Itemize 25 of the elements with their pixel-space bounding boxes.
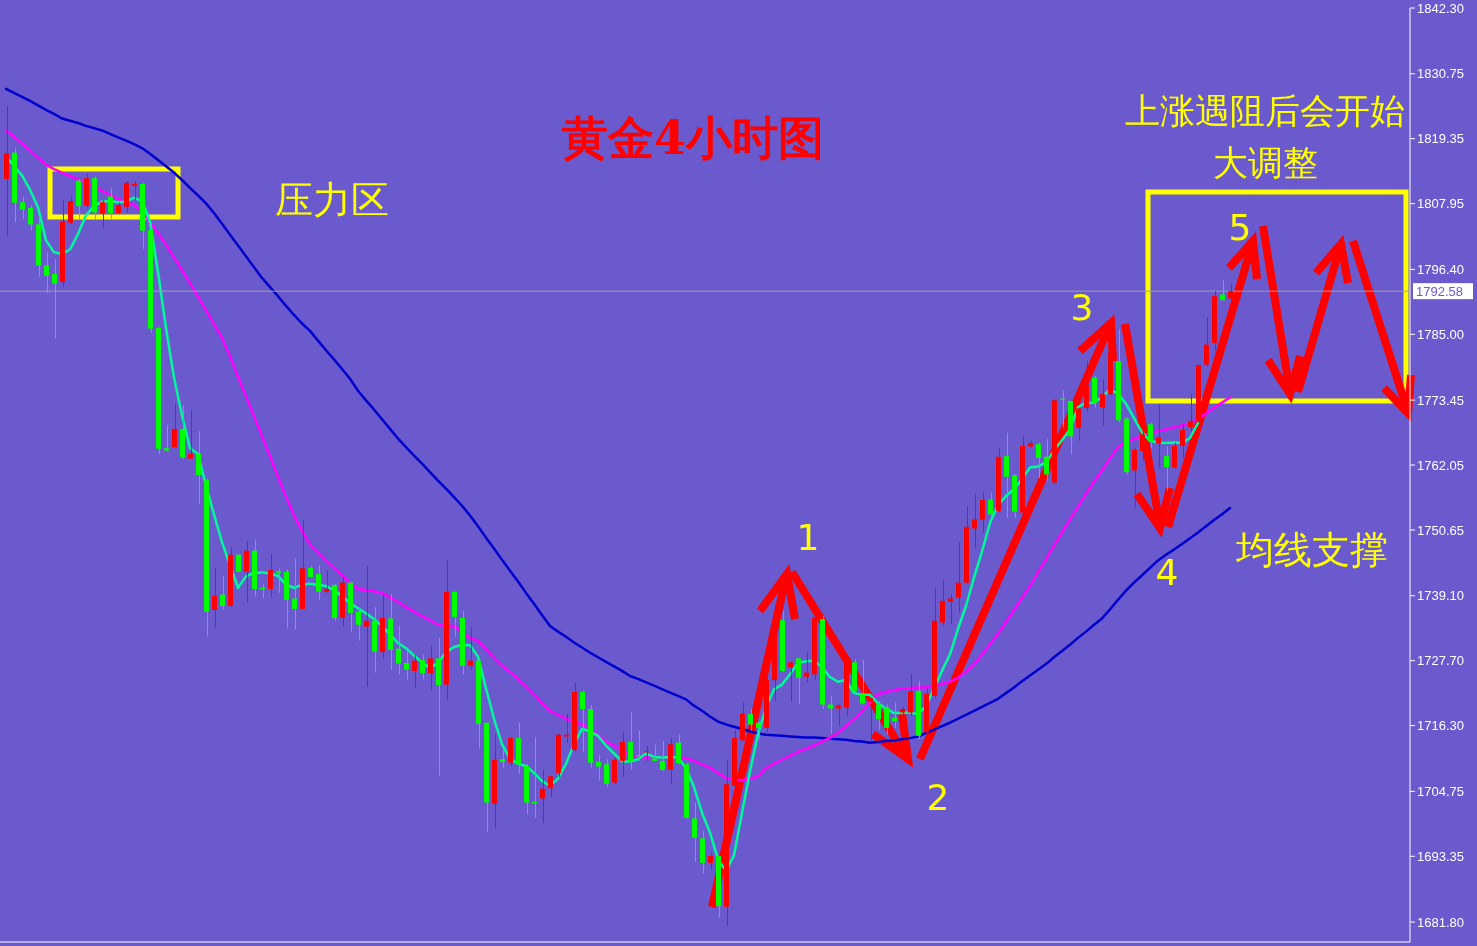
y-tick-label: 1681.80 <box>1417 914 1464 930</box>
annotation: 上涨遇阻后会开始大调整 <box>1124 90 1406 185</box>
annotation: 3 <box>1070 287 1094 329</box>
y-tick-label: 1727.70 <box>1417 653 1464 669</box>
y-tick-label: 1830.75 <box>1417 66 1464 82</box>
ref-line-label: 1792.58 <box>1416 283 1463 299</box>
y-tick-label: 1796.40 <box>1417 262 1464 278</box>
y-tick-label: 1842.30 <box>1417 0 1464 16</box>
y-tick-label: 1750.65 <box>1417 522 1464 538</box>
annotation: 4 <box>1155 552 1179 594</box>
annotation: 1 <box>796 517 820 559</box>
y-tick-label: 1807.95 <box>1417 196 1464 212</box>
y-tick-label: 1739.10 <box>1417 588 1464 604</box>
y-tick-label: 1704.75 <box>1417 783 1464 799</box>
annotation: 5 <box>1228 207 1252 249</box>
y-tick-label: 1762.05 <box>1417 457 1464 473</box>
annotation: 压力区 <box>275 178 389 223</box>
y-tick-label: 1819.35 <box>1417 131 1464 147</box>
text: 黄金4小时图 <box>561 110 825 165</box>
y-tick-label: 1773.45 <box>1417 392 1464 408</box>
text: 均线支撑 <box>1236 528 1388 573</box>
y-tick-label: 1785.00 <box>1417 326 1464 342</box>
y-tick-label: 1716.30 <box>1417 718 1464 734</box>
annotation: 2 <box>926 777 950 819</box>
y-tick-label: 1693.35 <box>1417 848 1464 864</box>
